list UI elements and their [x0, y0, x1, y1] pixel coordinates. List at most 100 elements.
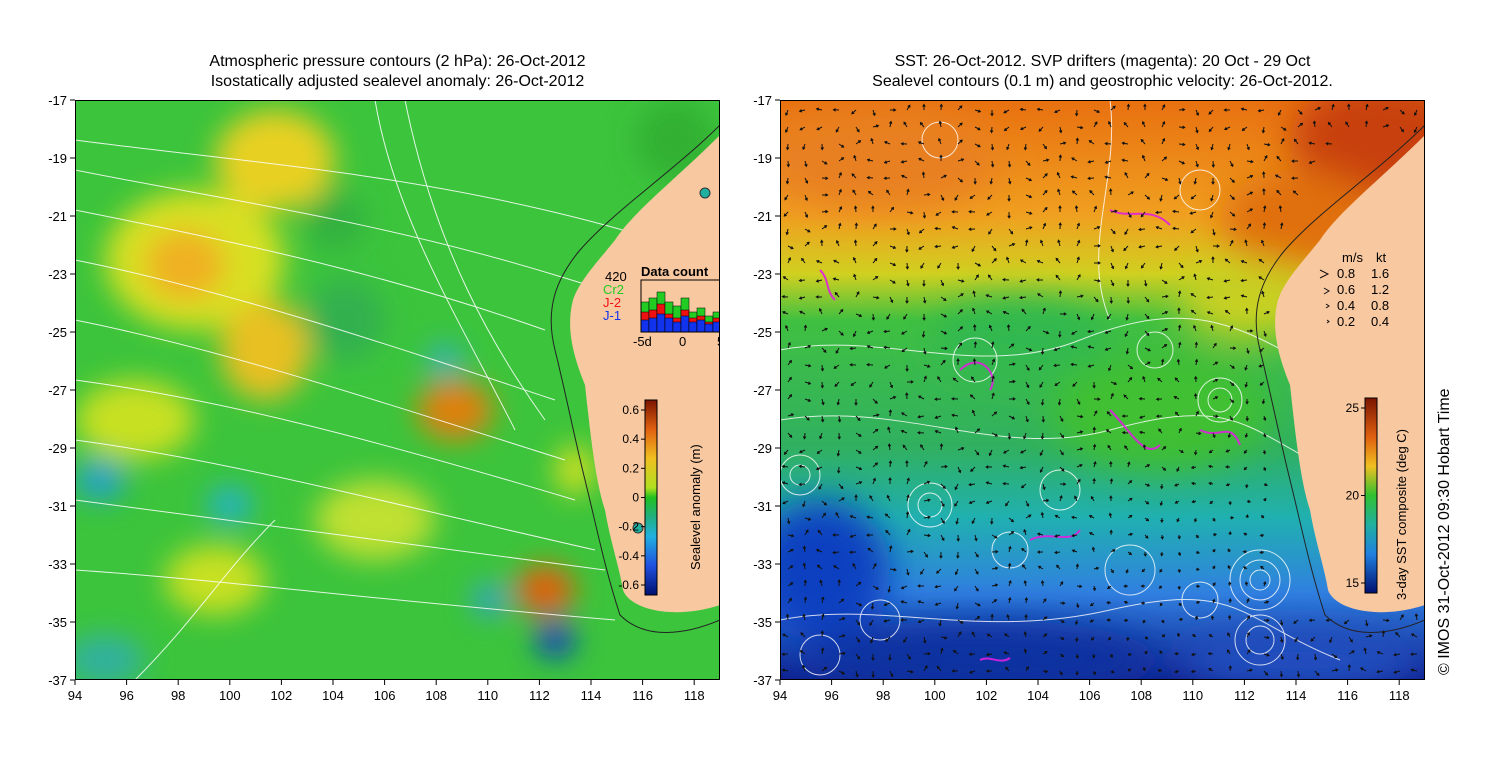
- data-count-inset: Data count 420 Cr2 J-2 J-1 -5d 0 5: [603, 264, 720, 349]
- velocity-arrow: [888, 409, 893, 417]
- velocity-arrow: [1195, 410, 1199, 417]
- velocity-arrow: [787, 548, 794, 553]
- velocity-arrow: [1279, 670, 1284, 678]
- velocity-arrow: [1263, 142, 1271, 147]
- velocity-arrow: [872, 257, 878, 264]
- velocity-arrow: [889, 296, 894, 304]
- velocity-arrow: [1019, 465, 1027, 470]
- velocity-arrow: [836, 398, 840, 406]
- velocity-arrow: [1177, 568, 1181, 574]
- velocity-arrow: [1227, 614, 1232, 621]
- velocity-arrow: [1127, 364, 1134, 370]
- velocity-arrow: [1161, 310, 1169, 315]
- velocity-arrow: [1312, 120, 1317, 128]
- velocity-arrow: [1159, 650, 1163, 655]
- velocity-arrow: [990, 613, 994, 621]
- velocity-arrow: [1177, 551, 1182, 557]
- velocity-arrow: [1138, 397, 1146, 401]
- velocity-arrow: [1212, 396, 1219, 400]
- sealevel-anomaly-map: Data count 420 Cr2 J-2 J-1 -5d 0 5 0.60.…: [75, 100, 720, 680]
- sealevel-colorbar-tick-label: 0.4: [622, 432, 639, 446]
- velocity-arrow: [787, 359, 792, 366]
- velocity-arrow: [838, 157, 845, 162]
- velocity-arrow: [855, 432, 862, 437]
- right-y-tick-label: -23: [753, 267, 772, 282]
- velocity-arrow: [1212, 361, 1219, 366]
- velocity-arrow: [835, 126, 840, 133]
- velocity-arrow: [1093, 279, 1101, 283]
- velocity-arrow: [1144, 517, 1150, 522]
- velocity-arrow: [1037, 565, 1044, 570]
- right-y-tick-label: -33: [753, 557, 772, 572]
- velocity-arrow: [1161, 294, 1169, 299]
- velocity-arrow: [1138, 227, 1146, 232]
- velocity-arrow: [819, 579, 823, 587]
- velocity-arrow: [871, 313, 876, 321]
- velocity-arrow: [1076, 256, 1080, 264]
- velocity-arrow: [935, 211, 942, 216]
- left-y-tick-label: -35: [48, 615, 67, 630]
- velocity-arrow: [940, 647, 944, 655]
- velocity-arrow: [985, 481, 993, 485]
- velocity-arrow: [1007, 432, 1012, 440]
- velocity-arrow: [951, 397, 959, 401]
- velocity-arrow: [1040, 511, 1045, 519]
- velocity-arrow: [1071, 190, 1078, 196]
- velocity-arrow: [988, 449, 993, 457]
- velocity-arrow: [1123, 394, 1129, 400]
- velocity-arrow: [804, 364, 812, 368]
- data-count-bar-j1: [648, 317, 658, 333]
- velocity-arrow: [1141, 568, 1146, 573]
- velocity-arrow: [991, 392, 995, 400]
- velocity-arrow: [1190, 228, 1197, 234]
- velocity-arrow: [1053, 347, 1061, 352]
- velocity-arrow: [920, 262, 925, 269]
- velocity-arrow: [1195, 109, 1200, 117]
- velocity-arrow: [838, 222, 842, 230]
- velocity-arrow: [1089, 190, 1095, 196]
- velocity-arrow: [991, 341, 995, 349]
- velocity-arrow: [1393, 670, 1401, 674]
- velocity-arrow: [871, 653, 875, 661]
- velocity-arrow: [974, 262, 982, 267]
- velocity-arrow: [1121, 430, 1129, 435]
- velocity-arrow: [1244, 381, 1248, 388]
- velocity-arrow: [918, 228, 925, 234]
- velocity-arrow: [1144, 534, 1149, 539]
- velocity-arrow: [1058, 154, 1063, 162]
- velocity-arrow: [1076, 398, 1081, 405]
- velocity-arrow: [1105, 429, 1112, 434]
- velocity-arrow: [1076, 584, 1083, 589]
- velocity-arrow: [1246, 631, 1250, 638]
- velocity-arrow: [872, 241, 878, 247]
- sst-colorbar-label: 3-day SST composite (deg C): [1394, 429, 1409, 600]
- left-title-line1: Atmospheric pressure contours (2 hPa): 2…: [209, 53, 586, 70]
- velocity-arrow: [1294, 636, 1299, 643]
- velocity-arrow: [1212, 598, 1216, 604]
- velocity-arrow: [1240, 278, 1248, 283]
- velocity-arrow: [986, 211, 993, 216]
- velocity-arrow: [1177, 307, 1181, 315]
- velocity-arrow: [974, 428, 981, 434]
- velocity-arrow: [1262, 222, 1267, 230]
- velocity-arrow: [1092, 653, 1096, 659]
- velocity-arrow: [1260, 565, 1265, 570]
- velocity-arrow: [1260, 515, 1265, 519]
- velocity-arrow: [1059, 619, 1065, 623]
- velocity-arrow: [1195, 143, 1200, 151]
- sealevel-colorbar-tick-label: 0.2: [622, 461, 639, 475]
- velocity-arrow: [1093, 261, 1101, 265]
- velocity-arrow: [1042, 598, 1047, 604]
- velocity-arrow: [957, 139, 963, 145]
- velocity-arrow: [1076, 313, 1081, 321]
- velocity-arrow: [1293, 619, 1299, 624]
- velocity-arrow: [974, 274, 979, 281]
- velocity-arrow: [1074, 205, 1079, 213]
- left-y-tick-label: -23: [48, 267, 67, 282]
- velocity-arrow: [1263, 635, 1270, 640]
- velocity-arrow: [834, 381, 840, 388]
- velocity-arrow: [1121, 158, 1129, 162]
- velocity-arrow: [833, 364, 840, 369]
- velocity-arrow: [786, 160, 791, 168]
- velocity-arrow: [1279, 619, 1284, 626]
